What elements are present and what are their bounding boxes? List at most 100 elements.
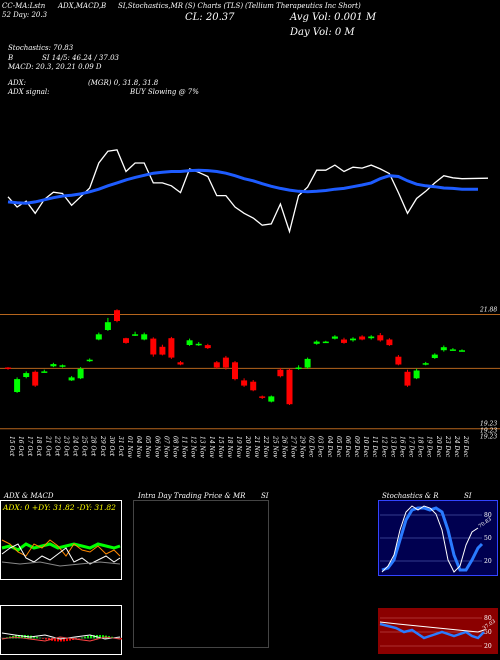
candle-body [5,367,11,369]
stoch-panel-title: Stochastics & R [382,492,439,500]
macd-histogram-bar [42,638,44,639]
date-label: 04 Nov [135,436,142,458]
adx-series-2 [1,543,121,565]
rsi-bg [378,608,498,654]
macd-signal-line [1,636,121,642]
candle-body [440,347,447,351]
candle-body [77,368,84,379]
candle-body [431,354,438,358]
candle-body [313,341,320,344]
date-label: 16 Oct [17,436,24,457]
candle-body [259,396,266,398]
stoch-level-label: 80 [484,512,492,519]
stoch-level-label: 20 [484,558,492,565]
adx-values-text: ADX: 0 +DY: 31.82 -DY: 31.82 [2,503,116,512]
macd-histogram-bar [57,638,59,642]
company-name: (Tellium Therapeutics Inc Short) [245,2,361,10]
candle-body [41,371,48,373]
adx-panel-title: ADX & MACD [4,492,54,500]
date-label: 22 Nov [262,435,269,458]
intraday-panel-title: Intra Day Trading Price & MR [138,492,246,500]
candle-body [141,334,148,340]
candle-body [386,339,393,346]
candle-body [268,396,275,402]
date-label: 25 Oct [81,435,88,457]
date-label: 17 Dec [408,436,415,458]
candle-body [449,349,456,351]
stoch-fast-line [381,505,479,573]
si-line: SI 14/5: 46.24 / 37.03 [42,54,119,62]
date-label: 11 Dec [371,436,378,458]
header-col1-line1: CC-MA:Lstn [2,2,46,10]
candle-body [168,338,175,358]
candle-body [123,338,129,343]
macd-panel [0,605,122,655]
candle-body [413,370,420,379]
macd-histogram-bar [87,636,89,639]
candle-body [359,336,366,340]
date-label: 27 Nov [290,435,297,458]
adx-series-3 [1,561,121,567]
candle-body [368,336,375,339]
macd-histogram-bar [84,636,86,639]
date-label: 13 Dec [389,436,396,458]
header-col3: SI,Stochastics,MR [118,2,184,10]
date-label: 22 Oct [53,435,60,457]
candle-body [14,379,21,392]
header-col4: (S) Charts (TLS) [185,2,244,10]
date-label: 13 Nov [199,436,206,458]
rsi-level-label: 80 [484,615,492,622]
adx-panel: ADX: 0 +DY: 31.82 -DY: 31.82 [0,500,122,580]
date-label: 14 Nov [208,436,215,458]
date-label: 04 Dec [326,436,333,458]
date-label: 05 Nov [144,436,151,458]
date-label: 23 Oct [63,435,70,457]
intraday-si: SI [261,492,269,500]
candle-body [86,359,93,362]
macd-panel-frame [0,605,122,655]
date-label: 06 Dec [344,436,351,458]
rsi-level-label: 20 [484,643,492,650]
candle-body [195,343,202,346]
header-col1-line2: 52 Day: 20.3 [2,11,48,19]
avg-vol: Avg Vol: 0.001 M [290,12,377,23]
candle-body [68,377,75,381]
date-label: 28 Oct [90,435,97,457]
macd-histogram-bar [63,638,65,642]
date-label: 18 Nov [226,436,233,458]
date-label: 18 Dec [417,436,424,458]
date-label: 07 Nov [162,436,169,458]
candle-body [59,365,66,367]
candle-body [250,381,257,391]
date-label: 24 Oct [72,435,79,457]
date-label: 11 Nov [181,436,188,458]
macd-histogram-bar [99,635,101,639]
candle-body [422,363,429,365]
candle-body [322,341,329,344]
moving-average-line [7,168,478,205]
date-label: 24 Dec [453,435,460,458]
macd-histogram-bar [21,635,23,639]
candle-body [350,338,356,341]
date-label: 19 Nov [235,436,242,458]
macd-histogram-bar [60,638,62,642]
candle-body [304,358,311,368]
candle-body [23,373,30,377]
date-label: 23 Dec [444,435,451,458]
candle-body [159,346,166,355]
close-label: CL: 20.37 [185,12,235,23]
macd-histogram-bar [54,638,56,642]
macd-line: MACD: 20.3, 20.21 0.09 D [8,63,102,71]
candle-body [177,362,184,365]
macd-histogram-bar [48,638,50,641]
date-label: 26 Dec [462,435,469,458]
candle-body [222,357,229,368]
level-label-top: 21.88 [479,307,497,314]
date-label: 25 Nov [271,435,278,458]
date-label: 21 Oct [44,435,51,457]
date-label: 20 Dec [435,435,442,458]
candle-body [286,369,293,405]
date-label: 29 Oct [99,435,106,457]
